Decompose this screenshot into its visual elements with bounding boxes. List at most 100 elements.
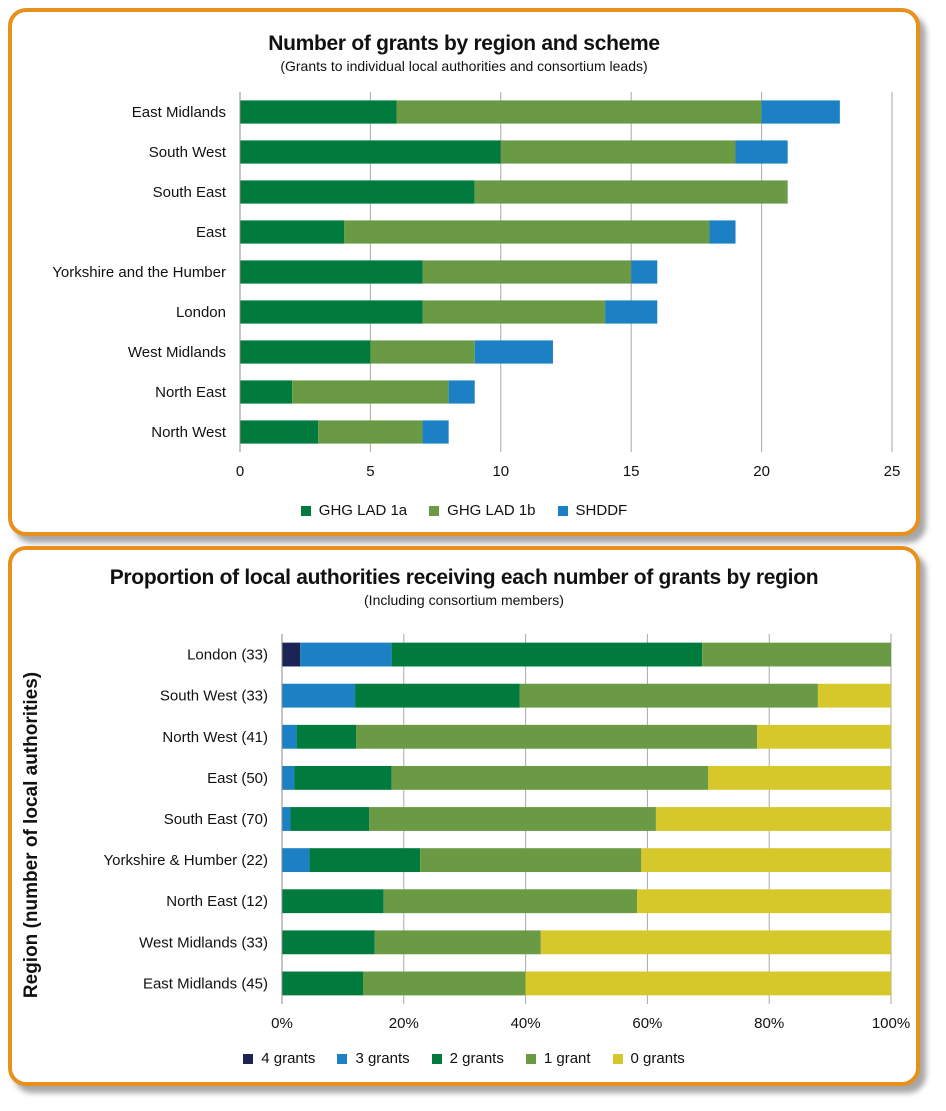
- category-label: South West: [149, 144, 227, 161]
- bar-segment-1-grant: [391, 765, 709, 790]
- bar-segment-ghg-lad-1a: [240, 300, 423, 324]
- x-tick-label: 10: [492, 463, 509, 480]
- bar-segment-2-grants: [391, 642, 703, 667]
- category-label: South East (70): [164, 811, 268, 828]
- category-label: West Midlands (33): [139, 934, 268, 951]
- legend-item: SHDDF: [557, 502, 628, 519]
- category-label: East (50): [207, 770, 268, 787]
- legend-item: 3 grants: [337, 1050, 410, 1067]
- category-label: West Midlands: [128, 344, 226, 361]
- category-label: East Midlands: [132, 104, 226, 121]
- bar-segment-ghg-lad-1a: [240, 180, 475, 204]
- chart-subtitle: (Including consortium members): [364, 592, 564, 608]
- bar-segment-ghg-lad-1a: [240, 100, 397, 124]
- bar-segment-1-grant: [420, 848, 642, 873]
- bar-segment-ghg-lad-1b: [500, 140, 736, 164]
- bar-segment-ghg-lad-1a: [240, 420, 319, 444]
- x-tick-label: 20%: [389, 1015, 419, 1032]
- x-tick-label: 100%: [872, 1015, 910, 1032]
- bar-segment-ghg-lad-1b: [422, 300, 606, 324]
- legend-item: 4 grants: [243, 1050, 315, 1067]
- bar-segment-4-grants: [282, 642, 301, 667]
- bar-segment-ghg-lad-1b: [474, 180, 788, 204]
- bar-segment-2-grants: [290, 807, 370, 831]
- x-tick-label: 25: [884, 463, 901, 480]
- chart-subtitle: (Grants to individual local authorities …: [280, 58, 648, 74]
- bar-segment-2-grants: [294, 765, 392, 790]
- legend-swatch: [243, 1053, 254, 1064]
- x-tick-label: 0: [236, 463, 244, 480]
- bar-segment-ghg-lad-1b: [344, 220, 710, 244]
- bar-segment-ghg-lad-1a: [240, 340, 371, 364]
- bar-segment-1-grant: [383, 889, 638, 914]
- legend-label: 2 grants: [449, 1050, 504, 1067]
- chart-panel-grants-by-scheme: Number of grants by region and scheme (G…: [8, 8, 920, 536]
- category-label: East Midlands (45): [143, 975, 268, 992]
- bar-segment-0-grants: [641, 848, 891, 873]
- category-label: South West (33): [160, 688, 268, 705]
- bar-segment-2-grants: [355, 683, 520, 708]
- category-label: Yorkshire and the Humber: [52, 264, 226, 281]
- bar-segment-shddf: [631, 260, 658, 284]
- bar-segment-0-grants: [540, 930, 891, 955]
- bar-segment-0-grants: [655, 807, 891, 831]
- legend-label: SHDDF: [575, 502, 628, 519]
- bar-segment-shddf: [709, 220, 736, 244]
- bar-segment-shddf: [605, 300, 658, 324]
- x-tick-label: 60%: [632, 1015, 662, 1032]
- legend-item: 2 grants: [431, 1050, 504, 1067]
- legend-label: GHG LAD 1b: [447, 502, 536, 519]
- legend-label: 0 grants: [630, 1050, 685, 1067]
- grants-bar-chart: 0 5 10 15 20 25 East Midlands South West South E…: [52, 92, 901, 480]
- category-label: North East (12): [166, 893, 268, 910]
- legend-swatch: [431, 1053, 442, 1064]
- bar-segment-1-grant: [369, 807, 656, 831]
- legend-label: 4 grants: [261, 1050, 316, 1067]
- bar-segment-ghg-lad-1a: [240, 220, 345, 244]
- x-tick-label: 80%: [754, 1015, 784, 1032]
- category-label: North West (41): [162, 729, 268, 746]
- category-label: Yorkshire & Humber (22): [103, 852, 268, 869]
- category-label: London (33): [187, 647, 268, 664]
- legend-item: GHG LAD 1a: [300, 502, 407, 519]
- category-label: South East: [153, 184, 227, 201]
- legend-item: 1 grant: [525, 1050, 591, 1067]
- bar-segment-2-grants: [282, 930, 375, 955]
- bar-segment-3-grants: [282, 848, 310, 873]
- bar-segment-1-grant: [374, 930, 541, 955]
- bar-segment-3-grants: [282, 765, 295, 790]
- bar-segment-2-grants: [282, 889, 384, 914]
- bar-segment-1-grant: [702, 642, 891, 667]
- category-label: North West: [151, 424, 227, 441]
- bar-segment-ghg-lad-1a: [240, 140, 501, 164]
- bar-segment-0-grants: [525, 971, 891, 996]
- bar-segment-shddf: [735, 140, 788, 164]
- chart-title: Proportion of local authorities receivin…: [109, 566, 819, 589]
- bar-segment-shddf: [761, 100, 840, 124]
- category-label: East: [196, 224, 227, 241]
- bar-segment-0-grants: [708, 765, 891, 790]
- legend-swatch: [525, 1053, 536, 1064]
- legend-swatch: [429, 505, 440, 516]
- bar-segment-2-grants: [309, 848, 421, 873]
- x-tick-label: 20: [753, 463, 770, 480]
- legend-label: 1 grant: [543, 1050, 591, 1067]
- legend-swatch: [612, 1053, 623, 1064]
- x-tick-label: 15: [623, 463, 640, 480]
- bar-segment-ghg-lad-1b: [292, 380, 449, 404]
- legend-item: 0 grants: [612, 1050, 685, 1067]
- category-label: London: [176, 304, 226, 321]
- bar-segment-1-grant: [356, 724, 758, 749]
- bar-segment-3-grants: [282, 724, 297, 749]
- bar-segment-3-grants: [282, 807, 291, 831]
- bar-segment-0-grants: [817, 683, 891, 708]
- bar-segment-ghg-lad-1b: [370, 340, 475, 364]
- legend-item: GHG LAD 1b: [429, 502, 536, 519]
- bar-segment-shddf: [474, 340, 553, 364]
- x-tick-label: 0%: [271, 1015, 293, 1032]
- bar-segment-ghg-lad-1a: [240, 380, 293, 404]
- bar-segment-1-grant: [519, 683, 818, 708]
- chart-title: Number of grants by region and scheme: [268, 32, 660, 55]
- bar-segment-1-grant: [362, 971, 526, 996]
- x-tick-label: 40%: [511, 1015, 541, 1032]
